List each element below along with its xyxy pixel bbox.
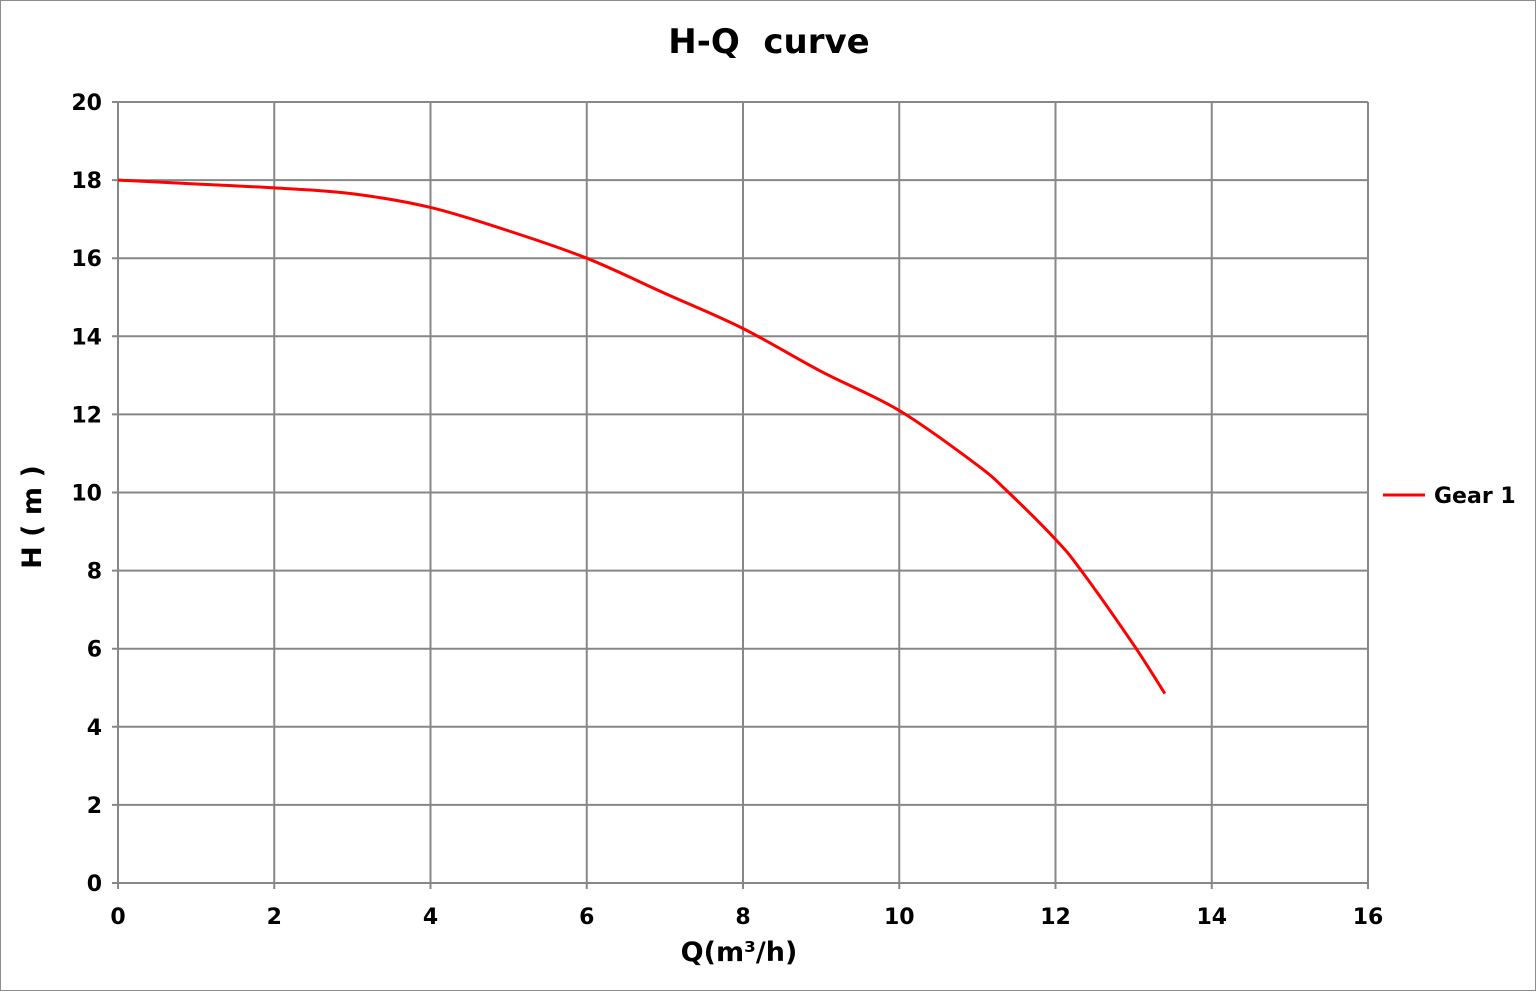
x-tick-label: 10 — [884, 905, 915, 930]
y-tick-label: 20 — [71, 91, 102, 116]
x-axis-label: Q(m³/h) — [681, 937, 798, 968]
y-tick-label: 18 — [71, 169, 102, 194]
y-tick-label: 4 — [87, 716, 102, 741]
chart-title: H-Q curve — [668, 22, 870, 62]
grid — [112, 101, 1369, 889]
y-tick-label: 2 — [87, 794, 102, 819]
x-tick-label: 12 — [1040, 905, 1071, 930]
y-axis-label: H ( m ) — [17, 465, 48, 569]
y-tick-label: 0 — [87, 872, 102, 897]
y-tick-label: 10 — [71, 482, 102, 507]
y-tick-label: 8 — [87, 560, 102, 585]
y-tick-label: 16 — [71, 247, 102, 272]
x-tick-label: 14 — [1196, 905, 1227, 930]
y-tick-label: 6 — [87, 638, 102, 663]
tick-labels: 0 2 4 6 8 10 12 14 16 18 20 0 2 4 6 8 10 12 14 16 — [71, 91, 1383, 930]
x-tick-label: 8 — [735, 905, 750, 930]
x-tick-label: 16 — [1353, 905, 1384, 930]
x-tick-label: 2 — [267, 905, 282, 930]
legend: Gear 1 — [1383, 484, 1516, 509]
x-tick-label: 0 — [110, 905, 125, 930]
x-tick-label: 6 — [579, 905, 594, 930]
legend-label-gear-1: Gear 1 — [1434, 484, 1516, 509]
series-line-gear-1 — [117, 178, 1167, 695]
x-tick-label: 4 — [423, 905, 438, 930]
series-layer — [117, 178, 1167, 695]
y-tick-label: 12 — [71, 403, 102, 428]
y-tick-label: 14 — [71, 325, 102, 350]
